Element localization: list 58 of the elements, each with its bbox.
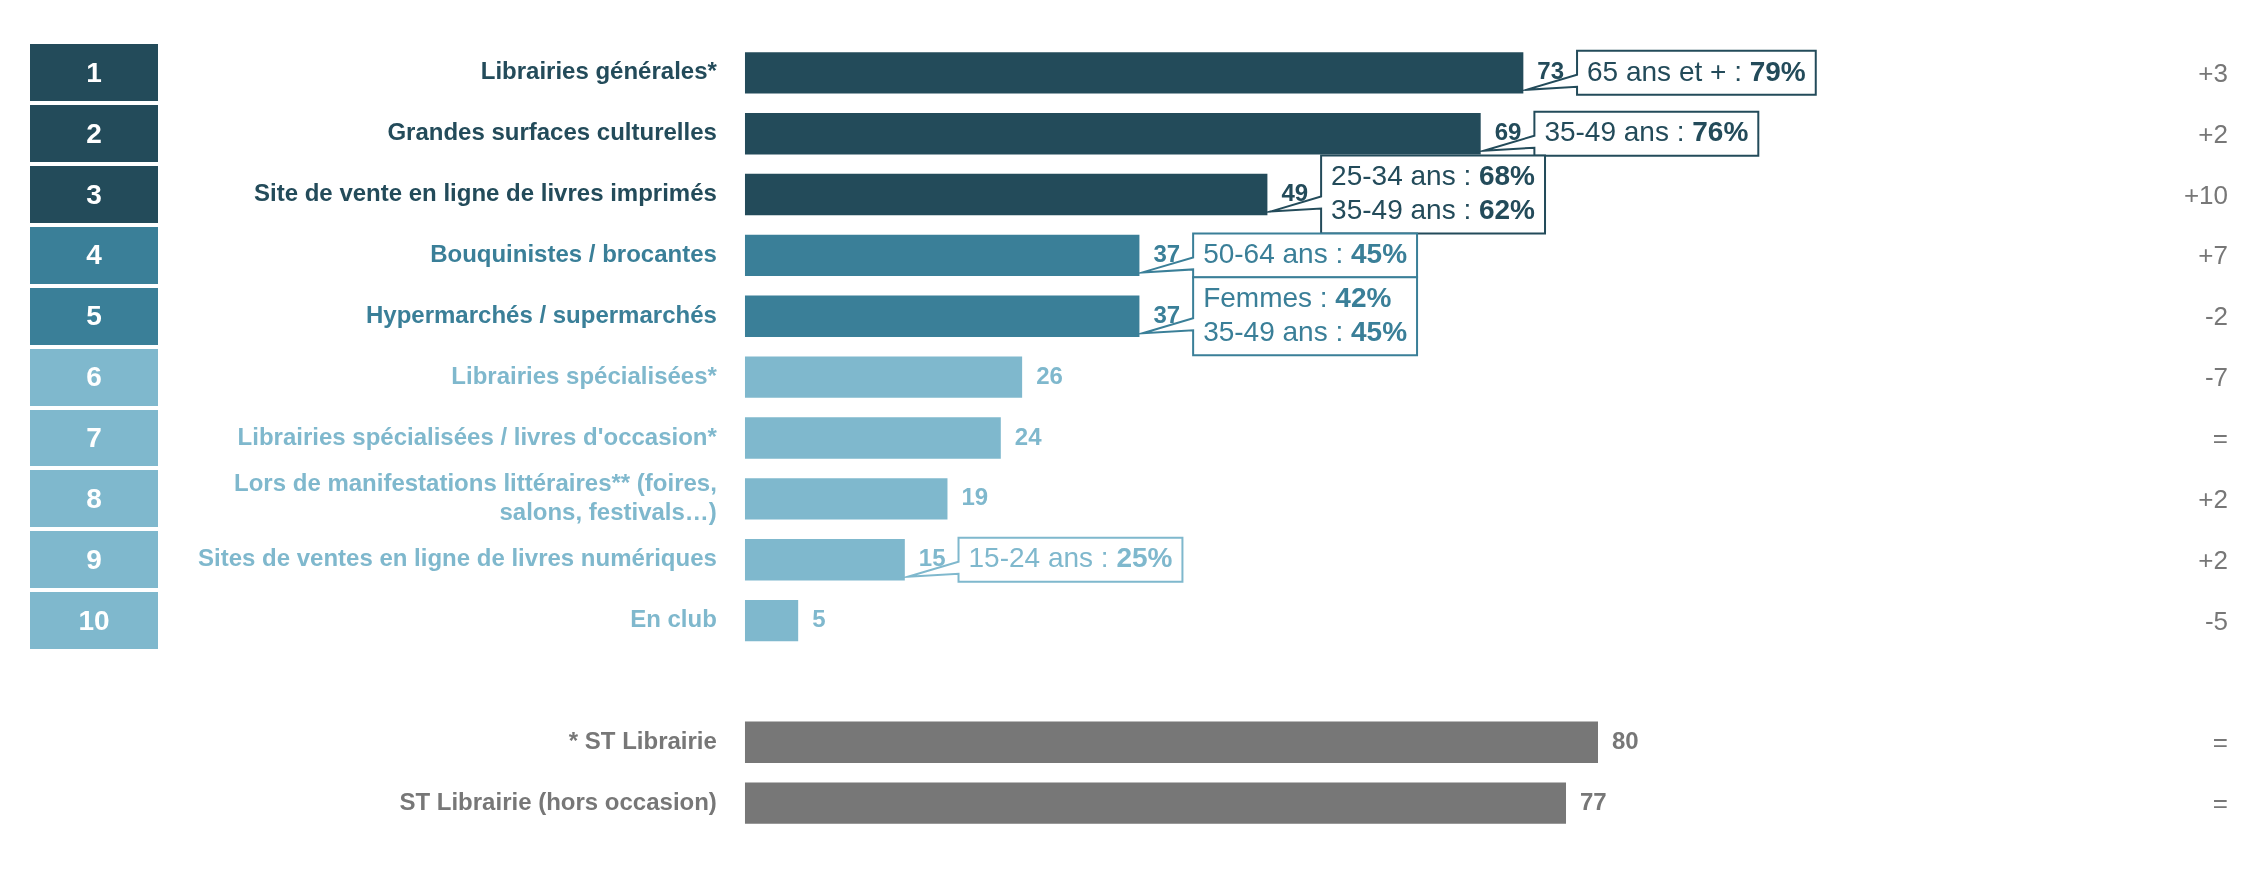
annotation: 15-24 ans : 25%	[968, 542, 1173, 574]
text: 8	[30, 470, 158, 528]
data-label: 49	[1281, 179, 1309, 207]
y-tick-label: En club	[630, 605, 717, 633]
text: +10	[2183, 178, 2228, 211]
annotation: 25-34 ans : 68% 35-49 ans : 62%	[1331, 160, 1536, 226]
bar	[744, 721, 1598, 763]
text: +7	[2198, 239, 2228, 272]
text: 10	[30, 592, 158, 649]
annotation: Femmes : 42% 35-49 ans : 45%	[1203, 282, 1408, 347]
text: 9	[30, 531, 158, 589]
data-label: 80	[1612, 726, 1639, 754]
text: 4	[30, 226, 158, 284]
bar	[744, 599, 799, 642]
bar	[744, 356, 1023, 398]
data-label: 37	[1153, 300, 1181, 328]
text: =	[2212, 422, 2228, 454]
data-label: 37	[1153, 240, 1181, 268]
data-label: 73	[1537, 57, 1565, 85]
text: 6	[30, 348, 158, 406]
annotation: 65 ans et + : 79%	[1587, 55, 1806, 87]
text: =	[2212, 726, 2228, 759]
text: 5	[30, 287, 158, 345]
data-label: 24	[1014, 422, 1043, 450]
data-label: 77	[1580, 787, 1607, 815]
text: =	[2212, 787, 2228, 820]
text: 3	[30, 166, 158, 223]
y-tick-label: Grandes surfaces culturelles	[387, 118, 717, 146]
y-tick-label: Sites de ventes en ligne de livres numériques	[198, 544, 717, 572]
text: 2	[30, 105, 158, 163]
y-tick-label: * ST Librairie	[568, 726, 717, 754]
text: -2	[2204, 300, 2228, 333]
text: -7	[2204, 361, 2228, 394]
text: 1	[30, 44, 158, 102]
y-tick-label: Librairies spécialisées / livres d'occasion*	[237, 422, 718, 450]
y-tick-label: Bouquinistes / brocantes	[430, 240, 717, 268]
bar	[744, 478, 948, 520]
text: -5	[2204, 604, 2228, 637]
y-tick-label: Librairies spécialisées*	[451, 361, 718, 389]
text: +2	[2198, 543, 2228, 576]
y-tick-label: Lors de manifestations littéraires** (foires, salons, festivals…)	[234, 469, 717, 525]
bar	[744, 417, 1001, 459]
data-label: 69	[1494, 118, 1522, 146]
text: +2	[2198, 117, 2228, 150]
data-label: 26	[1036, 361, 1063, 389]
y-tick-label: Librairies générales*	[480, 57, 718, 85]
annotation: 35-49 ans : 76%	[1544, 116, 1749, 148]
data-label: 19	[961, 483, 989, 511]
y-tick-label: ST Librairie (hors occasion)	[399, 787, 717, 815]
y-tick-label: Site de vente en ligne de livres imprimés	[254, 179, 717, 207]
bar	[744, 782, 1567, 824]
text: +2	[2198, 482, 2228, 515]
text: +3	[2198, 56, 2228, 89]
text: 7	[30, 409, 158, 467]
y-tick-label: Hypermarchés / supermarchés	[366, 300, 717, 328]
annotation: 50-64 ans : 45%	[1203, 238, 1408, 270]
data-label: 15	[918, 544, 946, 572]
data-label: 5	[812, 605, 826, 633]
